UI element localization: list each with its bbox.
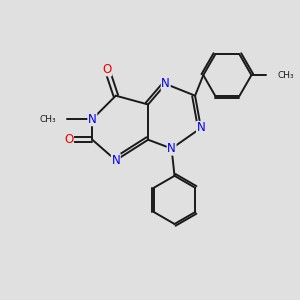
- Text: N: N: [88, 113, 97, 126]
- Text: N: N: [161, 77, 170, 90]
- Text: N: N: [196, 122, 205, 134]
- Text: O: O: [102, 63, 112, 76]
- Text: N: N: [111, 154, 120, 167]
- Text: N: N: [167, 142, 176, 155]
- Text: O: O: [64, 133, 74, 146]
- Text: CH₃: CH₃: [277, 70, 294, 80]
- Text: CH₃: CH₃: [40, 115, 56, 124]
